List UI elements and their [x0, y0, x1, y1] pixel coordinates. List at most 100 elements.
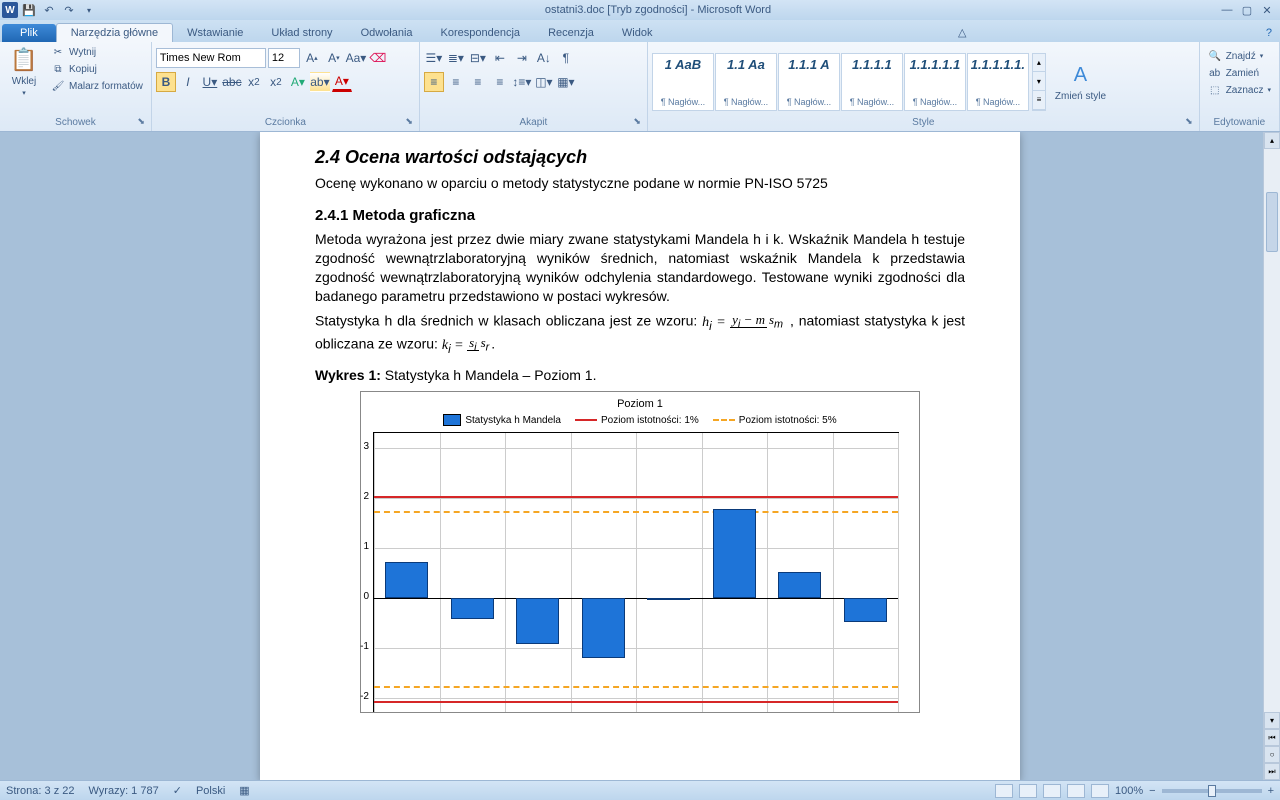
page-count[interactable]: Strona: 3 z 22	[6, 785, 75, 797]
style-scroll[interactable]: ▴ ▾ ≡	[1032, 53, 1046, 111]
scroll-down-icon[interactable]: ▾	[1033, 72, 1045, 91]
vertical-scrollbar[interactable]: ▴ ▾ ⏮ ○ ⏭	[1263, 132, 1280, 780]
save-icon[interactable]: 💾	[20, 2, 38, 18]
bar	[713, 509, 756, 598]
numbering-button[interactable]: ≣▾	[446, 48, 466, 68]
show-marks-button[interactable]: ¶	[556, 48, 576, 68]
prev-page-icon[interactable]: ⏮	[1264, 729, 1280, 746]
tab-mailings[interactable]: Korespondencja	[427, 24, 535, 42]
file-tab[interactable]: Plik	[2, 24, 56, 42]
text-effects-button[interactable]: A▾	[288, 72, 308, 92]
change-styles-button[interactable]: A Zmień style	[1049, 59, 1112, 104]
style-item[interactable]: 1.1 Aa¶ Nagłów...	[715, 53, 777, 111]
cut-icon: ✂	[51, 45, 65, 59]
zoom-level[interactable]: 100%	[1115, 785, 1143, 797]
borders-button[interactable]: ▦▾	[556, 72, 576, 92]
browse-object-icon[interactable]: ○	[1264, 746, 1280, 763]
scroll-thumb[interactable]	[1266, 192, 1278, 252]
superscript-button[interactable]: x2	[266, 72, 286, 92]
style-item[interactable]: 1.1.1.1.1.¶ Nagłów...	[967, 53, 1029, 111]
tab-review[interactable]: Recenzja	[534, 24, 608, 42]
style-item[interactable]: 1.1.1 A¶ Nagłów...	[778, 53, 840, 111]
view-print-button[interactable]	[995, 784, 1013, 798]
zoom-out-button[interactable]: −	[1149, 785, 1155, 797]
shrink-font-button[interactable]: A▾	[324, 48, 344, 68]
bold-button[interactable]: B	[156, 72, 176, 92]
align-justify-button[interactable]: ≡	[490, 72, 510, 92]
strike-button[interactable]: abc	[222, 72, 242, 92]
shading-button[interactable]: ◫▾	[534, 72, 554, 92]
line-spacing-button[interactable]: ↕≡▾	[512, 72, 532, 92]
style-item[interactable]: 1.1.1.1¶ Nagłów...	[841, 53, 903, 111]
expand-icon[interactable]: ≡	[1033, 91, 1045, 110]
page[interactable]: 2.4 Ocena wartości odstających Ocenę wyk…	[260, 132, 1020, 780]
launcher-icon[interactable]: ⬊	[137, 116, 145, 127]
style-item[interactable]: 1 AaB¶ Nagłów...	[652, 53, 714, 111]
paste-button[interactable]: 📋 Wklej ▾	[4, 44, 44, 99]
word-count[interactable]: Wyrazy: 1 787	[89, 785, 159, 797]
scroll-up-icon[interactable]: ▴	[1264, 132, 1280, 149]
align-left-button[interactable]: ≡	[424, 72, 444, 92]
view-read-button[interactable]	[1019, 784, 1037, 798]
qat-dropdown-icon[interactable]: ▾	[80, 2, 98, 18]
tab-references[interactable]: Odwołania	[347, 24, 427, 42]
brush-icon: 🖌	[51, 79, 65, 93]
tab-insert[interactable]: Wstawianie	[173, 24, 257, 42]
replace-button[interactable]: abZamień	[1204, 65, 1275, 81]
launcher-icon[interactable]: ⬊	[405, 116, 413, 127]
format-painter-button[interactable]: 🖌Malarz formatów	[47, 78, 147, 94]
font-name-select[interactable]	[156, 48, 266, 68]
view-web-button[interactable]	[1043, 784, 1061, 798]
sort-button[interactable]: A↓	[534, 48, 554, 68]
scroll-up-icon[interactable]: ▴	[1033, 54, 1045, 73]
maximize-icon[interactable]: ▢	[1238, 3, 1256, 17]
cut-button[interactable]: ✂Wytnij	[47, 44, 147, 60]
italic-button[interactable]: I	[178, 72, 198, 92]
font-size-select[interactable]	[268, 48, 300, 68]
indent-dec-button[interactable]: ⇤	[490, 48, 510, 68]
tab-home[interactable]: Narzędzia główne	[56, 23, 173, 42]
launcher-icon[interactable]: ⬊	[1185, 116, 1193, 127]
language-status[interactable]: Polski	[196, 785, 225, 797]
proofing-icon[interactable]: ✓	[173, 784, 182, 797]
grow-font-button[interactable]: A▴	[302, 48, 322, 68]
plot-area	[373, 432, 899, 712]
multilevel-button[interactable]: ⊟▾	[468, 48, 488, 68]
bullets-button[interactable]: ☰▾	[424, 48, 444, 68]
paragraph: Ocenę wykonano w oparciu o metody statys…	[315, 174, 965, 193]
find-button[interactable]: 🔍Znajdź▾	[1204, 48, 1275, 64]
document-area: 2.4 Ocena wartości odstających Ocenę wyk…	[0, 132, 1280, 780]
subscript-button[interactable]: x2	[244, 72, 264, 92]
zoom-slider[interactable]	[1162, 789, 1262, 793]
highlight-button[interactable]: ab▾	[310, 72, 330, 92]
underline-button[interactable]: U▾	[200, 72, 220, 92]
view-outline-button[interactable]	[1067, 784, 1085, 798]
minimize-icon[interactable]: —	[1218, 3, 1236, 17]
group-label-paragraph: Akapit⬊	[424, 116, 643, 129]
clear-format-button[interactable]: ⌫	[368, 48, 388, 68]
macro-icon[interactable]: ▦	[239, 784, 249, 797]
ribbon-minimize-icon[interactable]: △	[950, 23, 974, 42]
chart: Poziom 1 Statystyka h Mandela Poziom ist…	[360, 391, 920, 713]
tab-layout[interactable]: Układ strony	[257, 24, 346, 42]
align-right-button[interactable]: ≡	[468, 72, 488, 92]
redo-icon[interactable]: ↷	[60, 2, 78, 18]
scroll-down-icon[interactable]: ▾	[1264, 712, 1280, 729]
change-case-button[interactable]: Aa▾	[346, 48, 366, 68]
view-draft-button[interactable]	[1091, 784, 1109, 798]
next-page-icon[interactable]: ⏭	[1264, 763, 1280, 780]
launcher-icon[interactable]: ⬊	[633, 116, 641, 127]
undo-icon[interactable]: ↶	[40, 2, 58, 18]
style-item[interactable]: 1.1.1.1.1¶ Nagłów...	[904, 53, 966, 111]
indent-inc-button[interactable]: ⇥	[512, 48, 532, 68]
copy-button[interactable]: ⧉Kopiuj	[47, 61, 147, 77]
align-center-button[interactable]: ≡	[446, 72, 466, 92]
select-button[interactable]: ⬚Zaznacz▾	[1204, 82, 1275, 98]
help-icon[interactable]: ?	[1258, 24, 1280, 42]
close-icon[interactable]: ✕	[1258, 3, 1276, 17]
zoom-in-button[interactable]: +	[1268, 785, 1274, 797]
tab-view[interactable]: Widok	[608, 24, 667, 42]
font-color-button[interactable]: A▾	[332, 72, 352, 92]
group-font: A▴ A▾ Aa▾ ⌫ B I U▾ abc x2 x2 A▾ ab▾ A▾ C…	[152, 42, 420, 131]
heading-3: 2.4.1 Metoda graficzna	[315, 207, 965, 224]
